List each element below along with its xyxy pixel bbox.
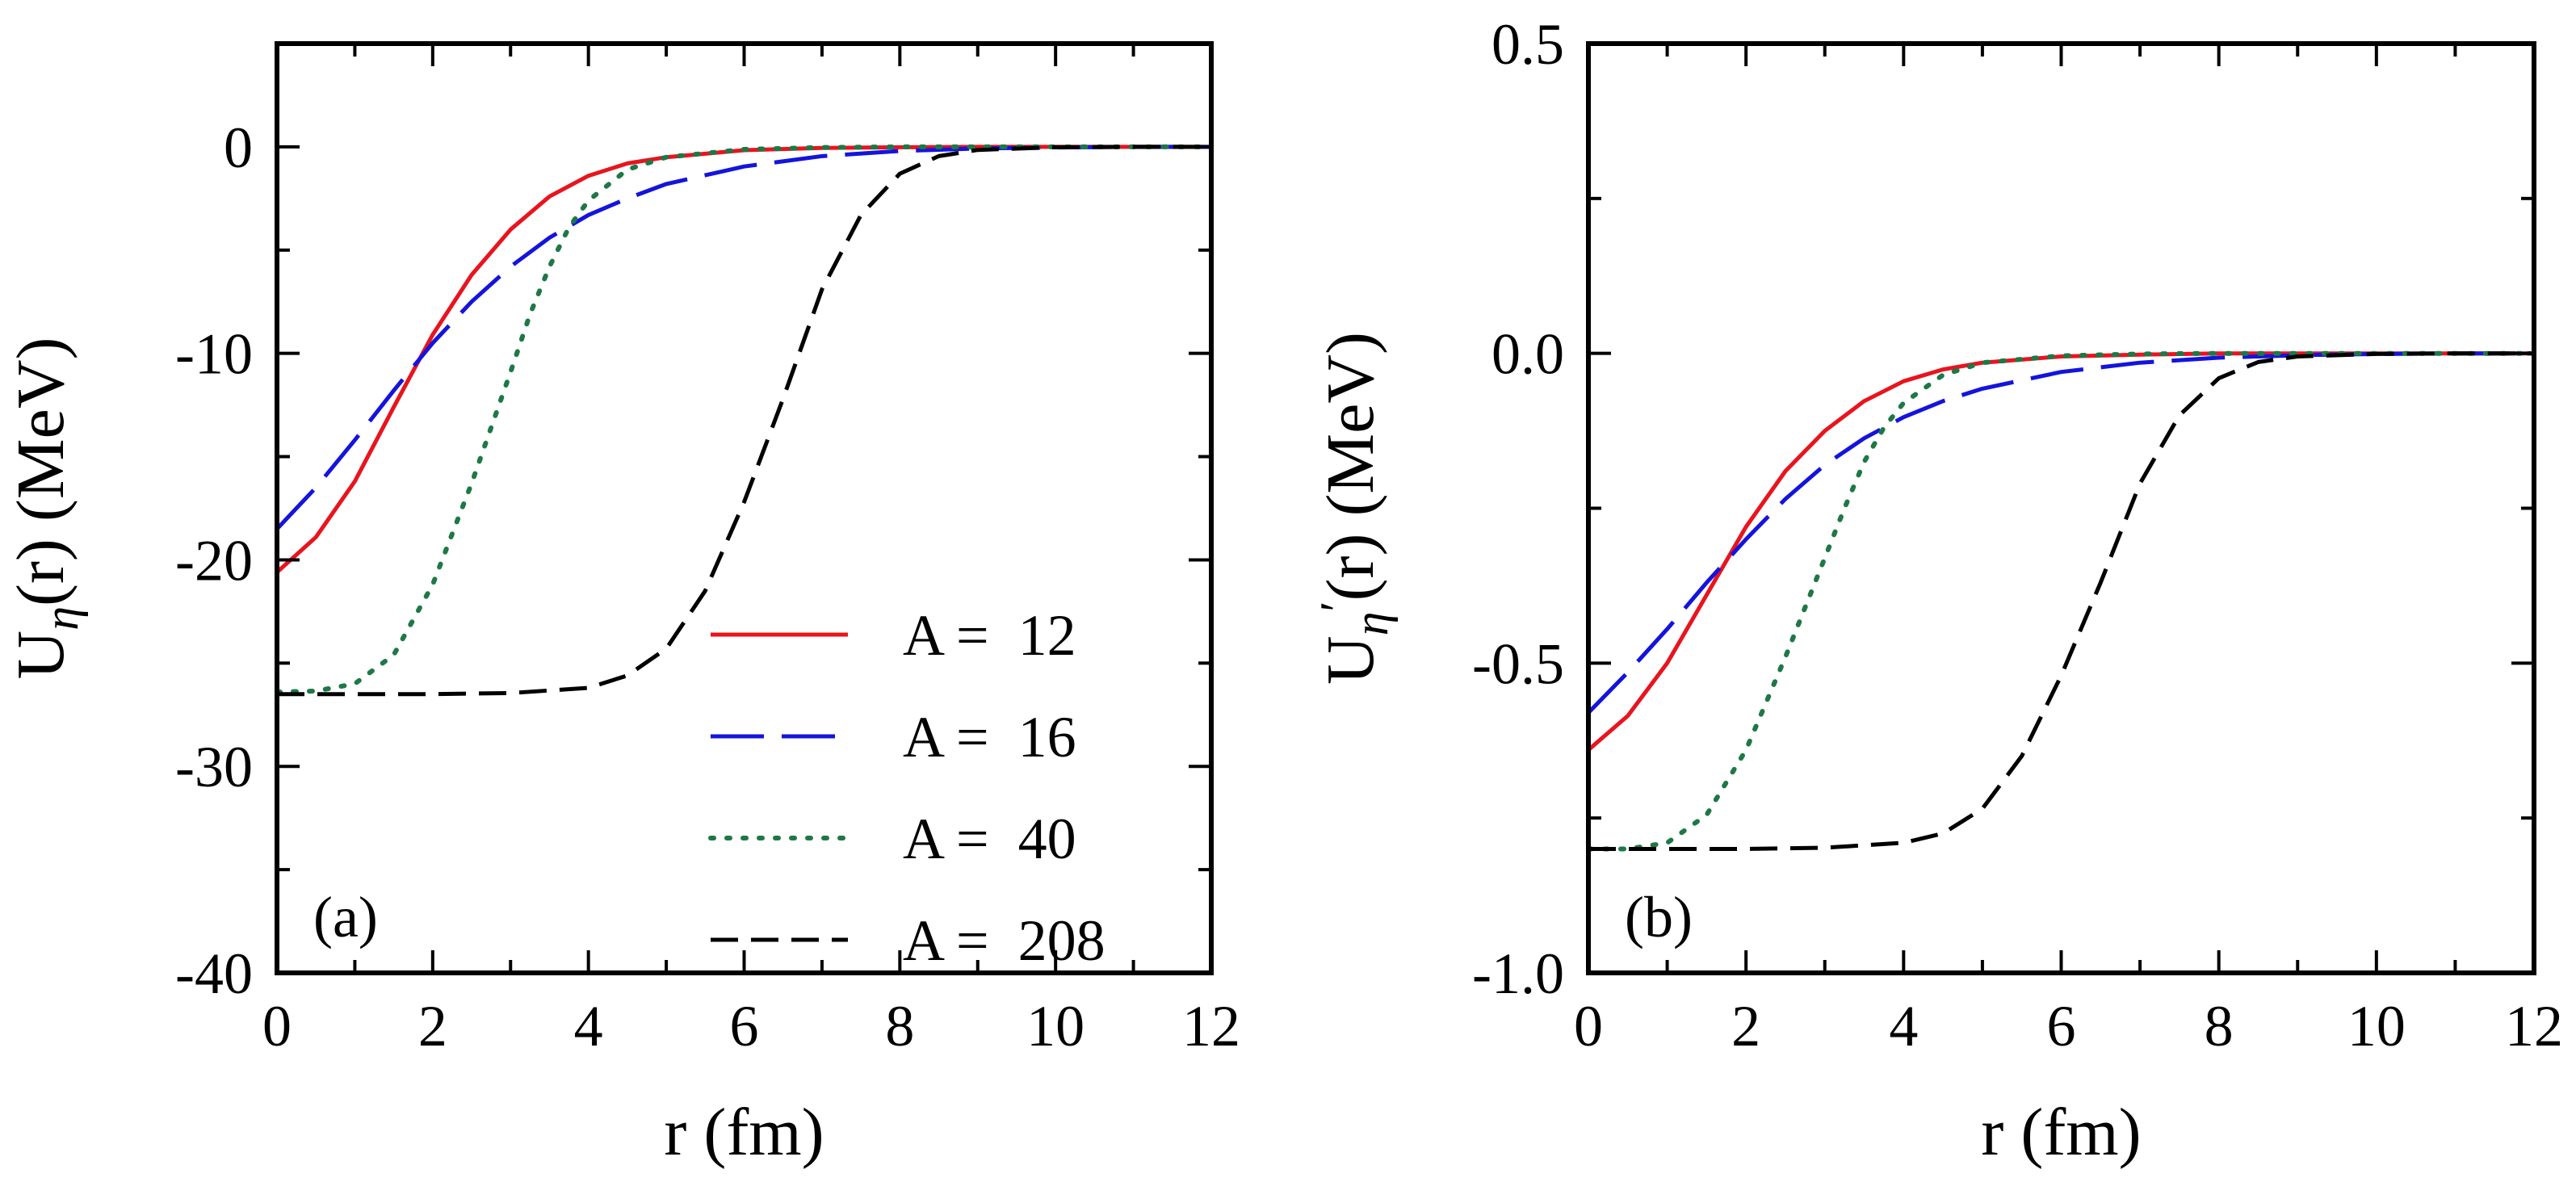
x-tick-label: 0 [262, 994, 292, 1058]
series-line-40 [1588, 350, 2534, 852]
panel-b: 0 2 4 6 8 10 12 0.5 0.0 -0.5 -1.0 r (fm) Uη′(r) (MeV… [1311, 12, 2563, 1170]
y-axis-label: Uη′(r) (MeV) [1311, 332, 1398, 685]
x-tick-label: 8 [885, 994, 914, 1058]
series-line-40 [277, 144, 1211, 695]
x-tick-label: 12 [1182, 994, 1240, 1058]
series-line-208 [277, 145, 1211, 697]
series-line-16 [1588, 351, 2534, 715]
panel-label: (b) [1625, 885, 1693, 949]
x-tick-label: 6 [2047, 994, 2076, 1058]
x-tick-label: 0 [1574, 994, 1603, 1058]
series-line-208 [1588, 351, 2534, 851]
x-tick-label: 12 [2505, 994, 2563, 1058]
y-tick-label: -10 [175, 322, 253, 387]
x-axis-label: r (fm) [1981, 1095, 2141, 1170]
series-line-12 [1588, 351, 2534, 752]
series-group [277, 144, 1211, 697]
x-tick-label: 6 [730, 994, 759, 1058]
y-axis-label: Uη(r) (MeV) [3, 337, 88, 680]
y-tick-label: -40 [175, 941, 253, 1006]
y-tick-label: -1.0 [1472, 941, 1564, 1006]
y-tick-label: 0.5 [1491, 12, 1564, 77]
legend-label: A = 208 [903, 908, 1105, 973]
legend-label: A = 40 [903, 807, 1076, 871]
series-line-16 [277, 145, 1211, 530]
x-tick-label: 10 [1026, 994, 1085, 1058]
panel-label: (a) [313, 885, 378, 949]
legend-label: A = 12 [903, 603, 1076, 668]
x-tick-label: 2 [418, 994, 447, 1058]
y-tick-label: -0.5 [1472, 631, 1564, 696]
x-tick-label: 4 [1889, 994, 1918, 1058]
series-group [1588, 350, 2534, 852]
panel-a: 0 2 4 6 8 10 12 0 -10 -20 -30 -40 r (fm) Uη(r) (MeV) (… [3, 41, 1240, 1170]
x-axis-label: r (fm) [664, 1095, 824, 1170]
x-tick-label: 10 [2347, 994, 2406, 1058]
x-tick-label: 4 [574, 994, 603, 1058]
plot-frame [1586, 41, 2536, 975]
y-tick-label: -20 [175, 528, 253, 593]
y-tick-label: 0 [224, 115, 253, 180]
x-tick-label: 8 [2205, 994, 2234, 1058]
legend-label: A = 16 [903, 705, 1076, 769]
y-tick-label: -30 [175, 735, 253, 799]
y-tick-label: 0.0 [1491, 322, 1564, 387]
x-tick-label: 2 [1731, 994, 1760, 1058]
